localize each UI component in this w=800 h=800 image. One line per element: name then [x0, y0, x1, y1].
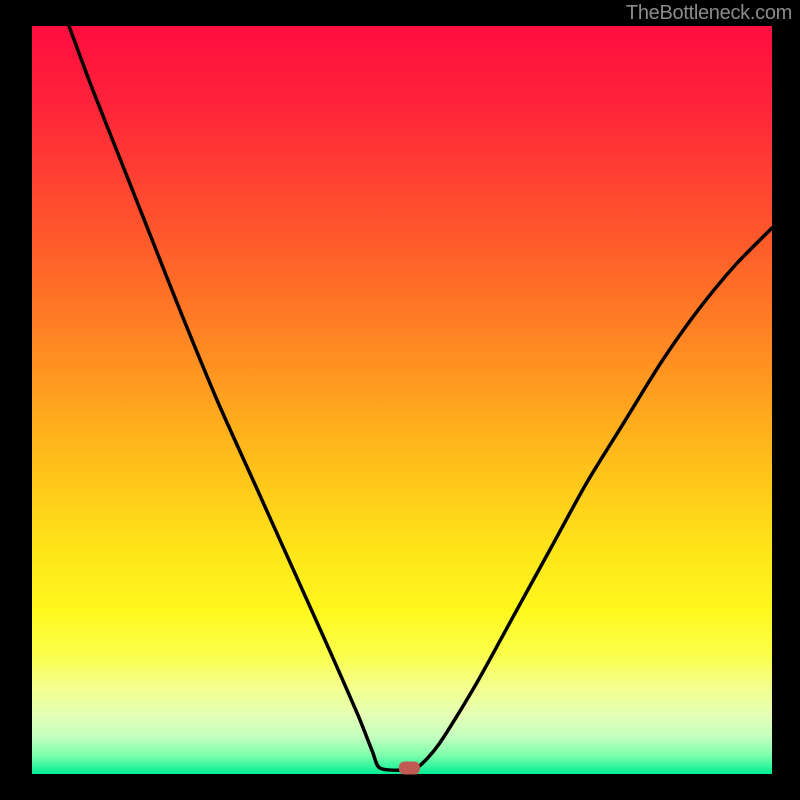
- chart-container: TheBottleneck.com: [0, 0, 800, 800]
- bottleneck-chart: [0, 0, 800, 800]
- optimal-marker: [399, 762, 419, 774]
- gradient-background: [32, 26, 772, 774]
- watermark-text: TheBottleneck.com: [626, 2, 792, 25]
